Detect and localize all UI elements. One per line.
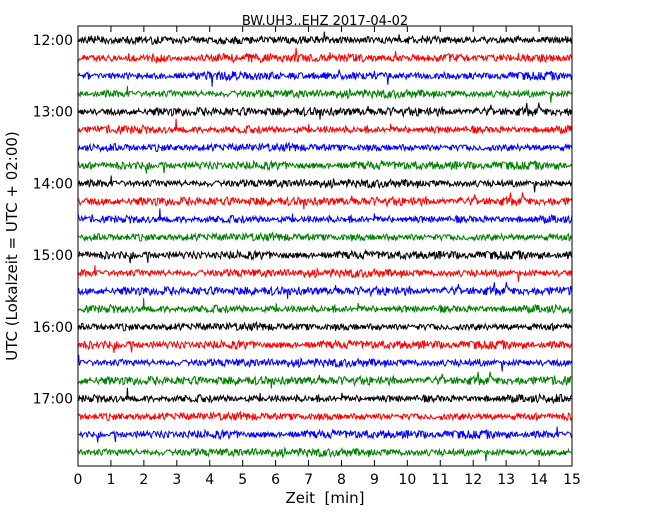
chart-title: BW.UH3..EHZ 2017-04-02 <box>242 14 408 29</box>
trace-1445 <box>77 231 573 242</box>
x-tick-label-13: 13 <box>497 472 515 488</box>
x-tick-label-7: 7 <box>304 472 313 488</box>
trace-1745 <box>77 446 573 462</box>
y-tick-label-1200: 12:00 <box>33 33 73 49</box>
trace-1615 <box>77 338 573 353</box>
trace-1700 <box>77 387 573 405</box>
trace-1345 <box>77 159 573 174</box>
plot-frame <box>77 25 573 467</box>
trace-1430 <box>77 208 573 225</box>
x-tick-label-12: 12 <box>464 472 482 488</box>
trace-1730 <box>77 426 573 443</box>
y-tick-label-1500: 15:00 <box>33 248 73 264</box>
x-tick-label-11: 11 <box>431 472 449 488</box>
y-axis-label: UTC (Lokalzeit = UTC + 02:00) <box>3 131 21 361</box>
traces-group <box>77 31 573 462</box>
x-tick-label-10: 10 <box>398 472 416 488</box>
trace-1230 <box>77 69 573 87</box>
x-tick-label-14: 14 <box>530 472 548 488</box>
x-tick-label-1: 1 <box>106 472 115 488</box>
trace-1645 <box>77 371 573 389</box>
x-tick-label-3: 3 <box>172 472 181 488</box>
trace-1715 <box>77 410 573 422</box>
y-axis: 12:00 13:00 14:00 15:00 16:00 17:00 <box>33 33 572 408</box>
y-tick-label-1700: 17:00 <box>33 392 73 408</box>
trace-1415 <box>77 192 573 210</box>
x-tick-label-15: 15 <box>563 472 581 488</box>
x-axis-label: Zeit [min] <box>285 489 364 507</box>
y-tick-label-1600: 16:00 <box>33 320 73 336</box>
x-tick-label-0: 0 <box>74 472 83 488</box>
trace-1530 <box>77 281 573 299</box>
x-tick-label-6: 6 <box>271 472 280 488</box>
y-tick-label-1400: 14:00 <box>33 176 73 192</box>
x-tick-label-5: 5 <box>238 472 247 488</box>
trace-1300 <box>77 102 573 120</box>
trace-1515 <box>77 265 573 283</box>
x-tick-label-9: 9 <box>370 472 379 488</box>
trace-1215 <box>77 47 573 65</box>
trace-1545 <box>77 298 573 315</box>
trace-1600 <box>77 320 573 332</box>
trace-1500 <box>77 248 573 264</box>
trace-1330 <box>77 141 573 154</box>
trace-1630 <box>77 354 573 372</box>
x-tick-label-4: 4 <box>205 472 214 488</box>
x-axis: 0 1 2 3 4 5 6 7 8 9 10 11 12 13 14 15 <box>74 26 581 488</box>
trace-1200 <box>77 31 573 46</box>
x-tick-label-2: 2 <box>139 472 148 488</box>
trace-1315 <box>77 118 573 136</box>
trace-1245 <box>77 85 573 103</box>
y-tick-label-1300: 13:00 <box>33 105 73 121</box>
x-tick-label-8: 8 <box>337 472 346 488</box>
trace-1400 <box>77 175 573 193</box>
